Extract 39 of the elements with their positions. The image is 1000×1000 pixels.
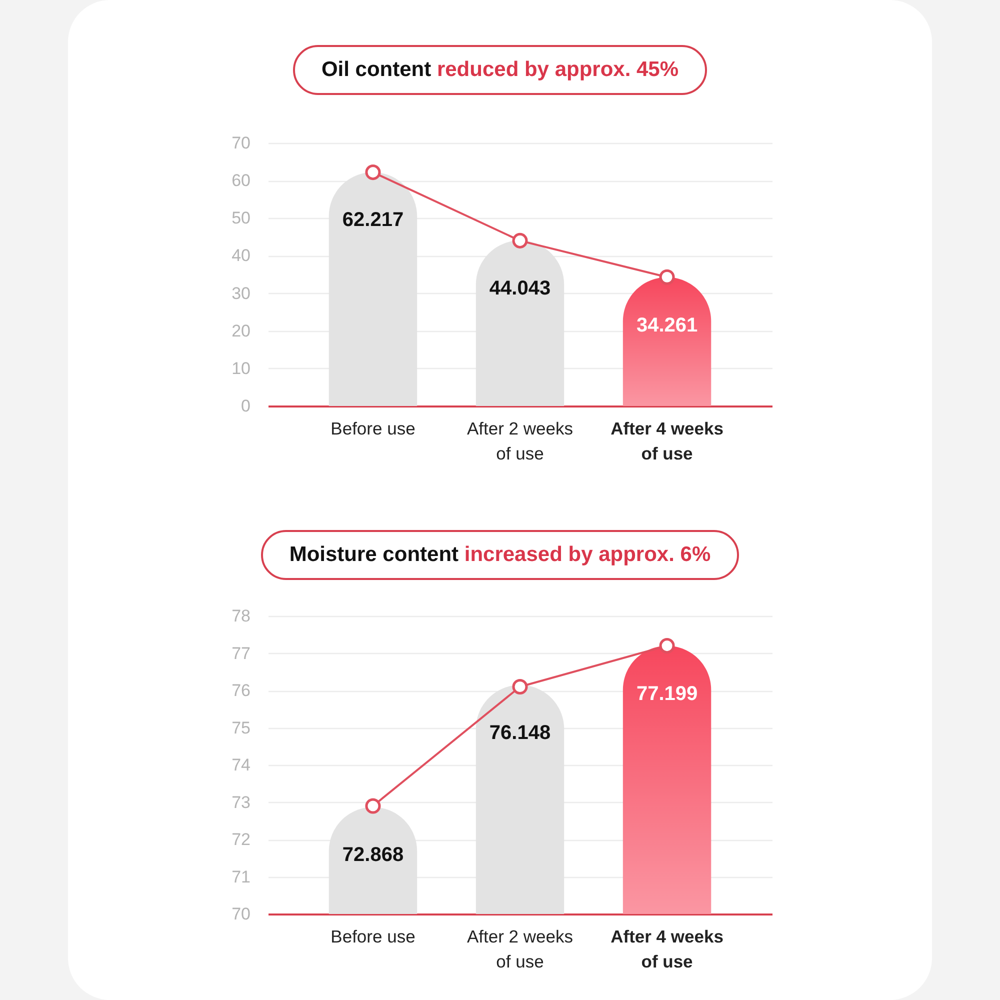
y-tick-label: 75 xyxy=(232,718,250,738)
data-label: 44.043 xyxy=(489,278,551,300)
y-tick-label: 77 xyxy=(232,644,250,663)
point xyxy=(365,164,381,180)
y-tick-label: 70 xyxy=(232,904,250,924)
y-tick-label: 60 xyxy=(232,171,250,190)
data-label: 62.217 xyxy=(342,209,404,232)
y-tick-label: 0 xyxy=(241,396,250,416)
point xyxy=(659,269,675,285)
point xyxy=(365,798,381,814)
y-tick-label: 76 xyxy=(232,681,250,700)
y-tick-label: 78 xyxy=(232,606,250,626)
y-tick-label: 40 xyxy=(232,246,250,266)
bar xyxy=(328,172,418,406)
y-tick-label: 74 xyxy=(232,756,250,774)
y-tick-label: 20 xyxy=(232,321,250,340)
x-tick-label: After 2 weeks of use xyxy=(466,926,574,972)
data-label: 76.148 xyxy=(489,722,551,744)
x-tick-label: Before use xyxy=(330,418,416,438)
x-tick-label: After 2 weeks of use xyxy=(466,418,574,464)
y-tick-label: 70 xyxy=(232,134,250,152)
point xyxy=(659,638,675,654)
y-tick-label: 73 xyxy=(232,792,250,812)
y-tick-label: 50 xyxy=(232,208,250,228)
data-label: 72.868 xyxy=(342,844,404,866)
x-tick-label: After 4 weeks of use xyxy=(610,418,724,464)
y-tick-label: 71 xyxy=(232,867,250,886)
bar xyxy=(476,240,564,406)
chart-title: Oil content reduced by approx. 45% xyxy=(321,58,679,81)
y-tick-label: 30 xyxy=(232,284,250,303)
data-label: 77.199 xyxy=(636,682,698,705)
x-tick-label: Before use xyxy=(330,926,416,946)
chart-title: Moisture content increased by approx. 6% xyxy=(289,543,711,566)
x-tick-label: After 4 weeks of use xyxy=(610,926,724,972)
data-label: 34.261 xyxy=(636,314,698,336)
y-tick-label: 72 xyxy=(232,830,250,849)
y-tick-label: 10 xyxy=(232,358,250,378)
point xyxy=(512,232,528,248)
point xyxy=(512,679,528,695)
